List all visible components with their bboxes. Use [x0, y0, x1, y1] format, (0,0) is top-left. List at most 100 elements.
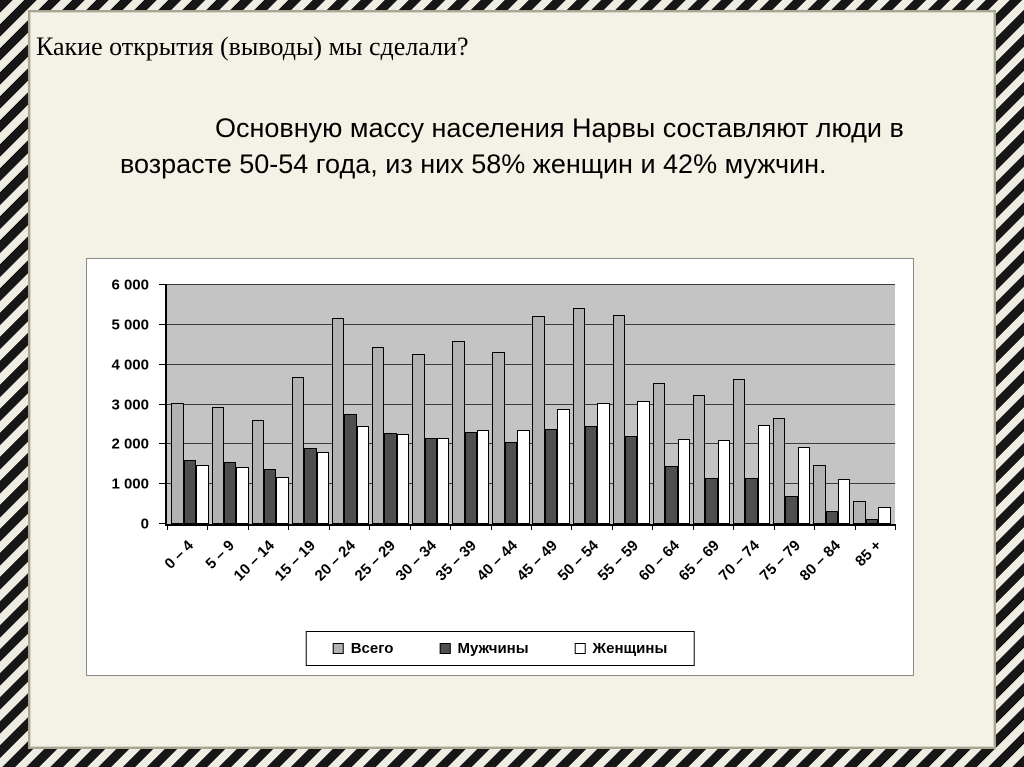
bar-group [210, 285, 250, 524]
y-axis-tick [159, 483, 167, 485]
gridline [167, 443, 895, 445]
y-axis-label: 6 000 [111, 276, 149, 294]
gridline [167, 323, 895, 325]
bar-men [745, 477, 758, 524]
plot-area [159, 284, 896, 530]
y-axis-label: 1 000 [111, 475, 149, 493]
gridline [167, 284, 895, 285]
bar-men [665, 466, 678, 524]
bar-women [396, 434, 410, 524]
bar-women [316, 451, 330, 524]
bar-men [264, 469, 277, 524]
bar-men [183, 460, 197, 524]
bar-groups [167, 285, 895, 524]
bar-group [732, 285, 772, 524]
bar-group [170, 285, 210, 524]
bar-total [211, 406, 224, 524]
y-axis-tick [159, 443, 167, 445]
y-axis-label: 5 000 [111, 316, 149, 334]
bar-group [571, 285, 611, 524]
bar-men [384, 433, 397, 524]
bar-women [517, 430, 530, 524]
bar-total [171, 402, 184, 524]
y-axis-label: 2 000 [111, 435, 149, 453]
x-axis-tick [167, 524, 168, 530]
bar-men [705, 478, 718, 524]
y-axis-tick [159, 284, 167, 285]
legend-swatch-women [574, 643, 586, 654]
legend-label-total: Всего [350, 640, 394, 657]
legend-item-total: Всего [332, 640, 394, 657]
bar-total [612, 314, 626, 524]
bar-men [785, 496, 798, 524]
bar-group [691, 285, 731, 524]
x-axis-tick [895, 524, 896, 530]
bar-women [196, 465, 209, 524]
bar-men [223, 462, 237, 524]
legend-swatch-men [439, 643, 451, 654]
bar-group [330, 285, 370, 524]
bar-women [557, 409, 570, 524]
bar-group [371, 285, 411, 524]
bar-women [677, 439, 690, 524]
chart-legend: Всего Мужчины Женщины [305, 631, 695, 666]
bar-total [853, 500, 866, 524]
bar-group [651, 285, 691, 524]
bar-group [611, 285, 651, 524]
bar-men [344, 414, 357, 524]
bar-total [291, 376, 305, 524]
bar-men [504, 442, 518, 524]
x-axis-tick [773, 524, 775, 530]
bar-total [452, 340, 465, 524]
x-axis-tick [814, 524, 816, 530]
bar-group [491, 285, 531, 524]
bar-men [304, 448, 317, 524]
bar-group [772, 285, 812, 524]
bar-group [852, 285, 892, 524]
bar-women [597, 403, 610, 524]
bar-men [865, 518, 879, 524]
legend-swatch-total [332, 643, 344, 654]
bar-women [717, 439, 731, 524]
legend-label-men: Мужчины [457, 640, 529, 657]
x-axis-tick [369, 524, 371, 530]
slide-canvas: Какие открытия (выводы) мы сделали? Осно… [28, 10, 996, 749]
bar-total [773, 418, 786, 524]
x-axis-tick [531, 524, 532, 530]
bar-men [584, 426, 598, 524]
x-axis-tick [652, 524, 654, 530]
bar-men [424, 437, 437, 524]
x-axis-tick [288, 524, 290, 530]
gridline [167, 483, 895, 485]
bar-total [251, 419, 265, 524]
bar-total [492, 351, 505, 524]
x-axis-tick [207, 524, 209, 530]
bar-women [838, 479, 851, 524]
bar-women [276, 477, 289, 524]
y-axis-tick [159, 403, 167, 405]
x-axis-tick [692, 524, 694, 530]
y-axis-tick [159, 323, 167, 325]
x-axis-tick [490, 524, 492, 530]
bar-women [797, 446, 811, 524]
bar-women [477, 430, 490, 524]
y-axis-label: 3 000 [111, 396, 149, 413]
bar-men [625, 436, 638, 524]
x-axis-tick [733, 524, 735, 530]
y-axis-label: 4 000 [111, 356, 149, 374]
bar-total [331, 317, 345, 524]
bar-group [290, 285, 330, 524]
legend-label-women: Женщины [592, 640, 668, 657]
gridline [167, 403, 895, 405]
bar-total [532, 315, 545, 524]
gridline [167, 363, 895, 365]
x-axis-tick [247, 524, 249, 530]
bar-total [371, 346, 385, 524]
y-axis-label: 0 [140, 515, 149, 533]
bar-total [652, 382, 666, 524]
bar-group [531, 285, 571, 524]
y-axis: 0 1 000 2 000 3 000 4 000 5 000 6 000 [87, 277, 157, 533]
x-axis-tick [571, 524, 573, 530]
